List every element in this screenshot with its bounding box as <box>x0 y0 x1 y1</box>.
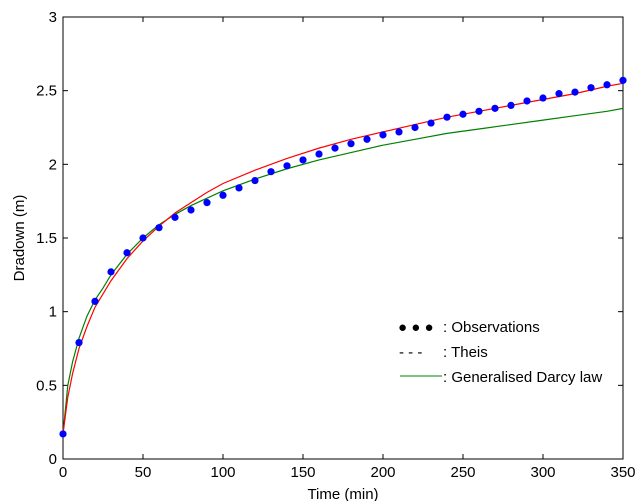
observation-point <box>283 162 291 170</box>
observation-point <box>475 107 483 115</box>
legend-marker-observations: ● ● ● <box>398 319 434 336</box>
y-tick-label: 0.5 <box>36 377 57 394</box>
y-axis-label: Dradown (m) <box>11 195 28 282</box>
x-tick-label: 0 <box>59 464 67 481</box>
observation-point <box>107 268 115 276</box>
observation-point <box>203 199 211 207</box>
observation-point <box>395 128 403 136</box>
observation-point <box>155 224 163 232</box>
observation-point <box>523 97 531 105</box>
legend-label-generalised-darcy: : Generalised Darcy law <box>443 369 602 386</box>
observation-point <box>139 234 147 242</box>
observation-point <box>427 119 435 127</box>
ticks: 0 50 100 150 200 250 300 350 0 0.5 1 1.5 2 2.5 3 <box>36 9 635 481</box>
observation-point <box>347 140 355 148</box>
y-tick-label: 1 <box>49 304 57 321</box>
observation-point <box>331 144 339 152</box>
x-tick-label: 150 <box>290 464 315 481</box>
y-tick-label: 2 <box>49 156 57 173</box>
observation-point <box>123 249 131 257</box>
markers <box>59 76 627 438</box>
observation-point <box>491 104 499 112</box>
x-tick-label: 50 <box>135 464 152 481</box>
observation-point <box>171 213 179 221</box>
observation-point <box>219 191 227 199</box>
observation-point <box>315 150 323 158</box>
observation-point <box>603 81 611 89</box>
observation-point <box>411 123 419 132</box>
x-tick-label: 250 <box>450 464 475 481</box>
x-tick-label: 100 <box>210 464 235 481</box>
legend-label-theis: : Theis <box>443 344 488 361</box>
series-line-generalised-darcy-law <box>62 107 624 435</box>
x-tick-label: 200 <box>370 464 395 481</box>
observation-point <box>459 110 467 118</box>
observation-point <box>443 113 451 121</box>
observation-point <box>299 156 307 164</box>
x-axis-label: Time (min) <box>307 486 378 501</box>
observation-point <box>187 206 195 214</box>
x-tick-label: 300 <box>530 464 555 481</box>
y-tick-label: 3 <box>49 9 57 26</box>
observation-point <box>251 176 259 185</box>
observation-point <box>379 131 387 139</box>
observation-point <box>75 339 83 347</box>
observation-point <box>91 297 99 305</box>
legend-label-observations: : Observations <box>443 319 540 336</box>
y-tick-label: 2.5 <box>36 83 57 100</box>
observation-point <box>59 430 67 438</box>
x-tick-label: 350 <box>610 464 635 481</box>
legend-marker-theis: - - - <box>399 344 422 361</box>
plot-area <box>62 16 624 460</box>
legend: ● ● ● : Observations - - - : Theis : Gen… <box>398 319 602 386</box>
observation-point <box>507 101 515 109</box>
y-tick-label: 1.5 <box>36 230 57 247</box>
observation-point <box>571 88 579 96</box>
observation-point <box>539 94 547 102</box>
observation-point <box>363 135 371 143</box>
observation-point <box>267 168 275 176</box>
observation-point <box>619 76 627 84</box>
observation-point <box>235 184 243 192</box>
observation-point <box>587 84 595 92</box>
observation-point <box>555 90 563 98</box>
y-tick-label: 0 <box>49 451 57 468</box>
